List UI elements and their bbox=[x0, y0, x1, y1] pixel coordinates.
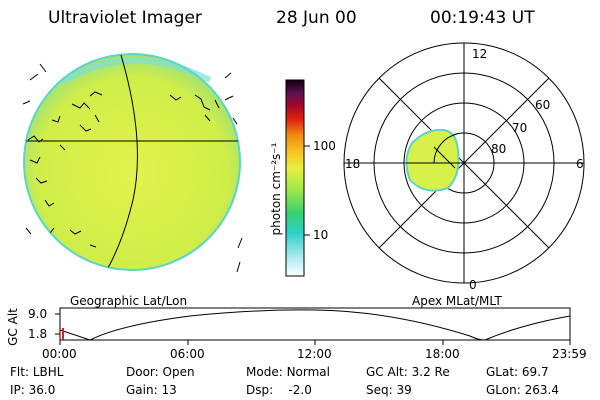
info-filter: Flt: LBHL bbox=[10, 365, 63, 379]
mlat-label-70: 70 bbox=[512, 121, 528, 135]
altitude-ytick-label-high: 9.0 bbox=[28, 307, 48, 321]
info-ip-value: 36.0 bbox=[28, 383, 56, 397]
info-gc-alt-value: 3.2 Re bbox=[411, 365, 450, 379]
polar-diagonal-2 bbox=[378, 77, 550, 249]
info-gain-value: 13 bbox=[161, 383, 177, 397]
auroral-oval-image bbox=[405, 128, 460, 192]
info-glon: GLon: 263.4 bbox=[486, 383, 559, 397]
earth-limb bbox=[23, 53, 241, 271]
mlt-label-12: 12 bbox=[472, 47, 488, 61]
altitude-xtick-label-18: 18:00 bbox=[425, 347, 460, 361]
info-ip: IP: 36.0 bbox=[10, 383, 55, 397]
polar-ring-80-overlay bbox=[433, 133, 458, 164]
info-gain-label: Gain: bbox=[126, 383, 158, 397]
date-label: 28 Jun 00 bbox=[276, 8, 357, 28]
coastline-fragments-center bbox=[69, 91, 103, 248]
colorbar bbox=[285, 79, 305, 277]
info-door: Door: Open bbox=[126, 365, 195, 379]
colorbar-label-10: 10 bbox=[313, 228, 329, 242]
info-glat-label: GLat: bbox=[486, 365, 519, 379]
mlat-label-60: 60 bbox=[535, 98, 551, 112]
longitude-line bbox=[103, 54, 138, 270]
info-glon-value: 263.4 bbox=[524, 383, 559, 397]
altitude-curve bbox=[59, 309, 571, 341]
altitude-ytick-label-low: 1.8 bbox=[28, 327, 48, 341]
mlt-label-6: 6 bbox=[576, 157, 584, 171]
info-seq-label: Seq: bbox=[366, 383, 393, 397]
altitude-plot-frame bbox=[59, 307, 571, 341]
info-seq: Seq: 39 bbox=[366, 383, 412, 397]
info-glon-label: GLon: bbox=[486, 383, 521, 397]
colorbar-unit-label: photon cm⁻²s⁻¹ bbox=[269, 142, 283, 236]
offdisk-contour-ticks bbox=[22, 63, 243, 273]
polar-diagonal-overlay bbox=[433, 146, 456, 169]
info-seq-value: 39 bbox=[396, 383, 412, 397]
mlt-label-18: 18 bbox=[345, 157, 361, 171]
info-glat: GLat: 69.7 bbox=[486, 365, 549, 379]
altitude-xtick-label-24: 23:59 bbox=[552, 347, 587, 361]
earth-image bbox=[22, 53, 243, 273]
info-ip-label: IP: bbox=[10, 383, 25, 397]
info-mode: Mode: Normal bbox=[246, 365, 330, 379]
left-panel-caption: Geographic Lat/Lon bbox=[70, 294, 188, 308]
altitude-ylabel: GC Alt bbox=[6, 308, 20, 346]
earth-disk bbox=[24, 54, 240, 270]
info-gc-alt: GC Alt: 3.2 Re bbox=[366, 365, 450, 379]
info-glat-value: 69.7 bbox=[521, 365, 549, 379]
mlat-label-80: 80 bbox=[491, 142, 507, 156]
coastline-fragments-east bbox=[169, 94, 220, 122]
altitude-xtick-label-6: 06:00 bbox=[170, 347, 205, 361]
coastline-fragments-west bbox=[27, 115, 66, 234]
info-gain: Gain: 13 bbox=[126, 383, 177, 397]
info-dsp: Dsp: -2.0 bbox=[246, 383, 312, 397]
right-panel-caption: Apex MLat/MLT bbox=[412, 294, 502, 308]
info-mode-value: Normal bbox=[286, 365, 330, 379]
colorbar-label-100: 100 bbox=[313, 139, 336, 153]
time-label: 00:19:43 UT bbox=[430, 8, 535, 28]
info-door-value: Open bbox=[162, 365, 195, 379]
info-dsp-value: -2.0 bbox=[288, 383, 312, 397]
altitude-xtick-label-12: 12:00 bbox=[297, 347, 332, 361]
altitude-xtick-label-0: 00:00 bbox=[42, 347, 77, 361]
info-door-label: Door: bbox=[126, 365, 159, 379]
info-mode-label: Mode: bbox=[246, 365, 283, 379]
mlt-label-0: 0 bbox=[469, 278, 477, 292]
info-filter-value: LBHL bbox=[32, 365, 64, 379]
polar-plot bbox=[343, 42, 585, 284]
info-filter-label: Flt: bbox=[10, 365, 29, 379]
info-dsp-label: Dsp: bbox=[246, 383, 274, 397]
instrument-title: Ultraviolet Imager bbox=[48, 8, 202, 28]
info-gc-alt-label: GC Alt: bbox=[366, 365, 408, 379]
